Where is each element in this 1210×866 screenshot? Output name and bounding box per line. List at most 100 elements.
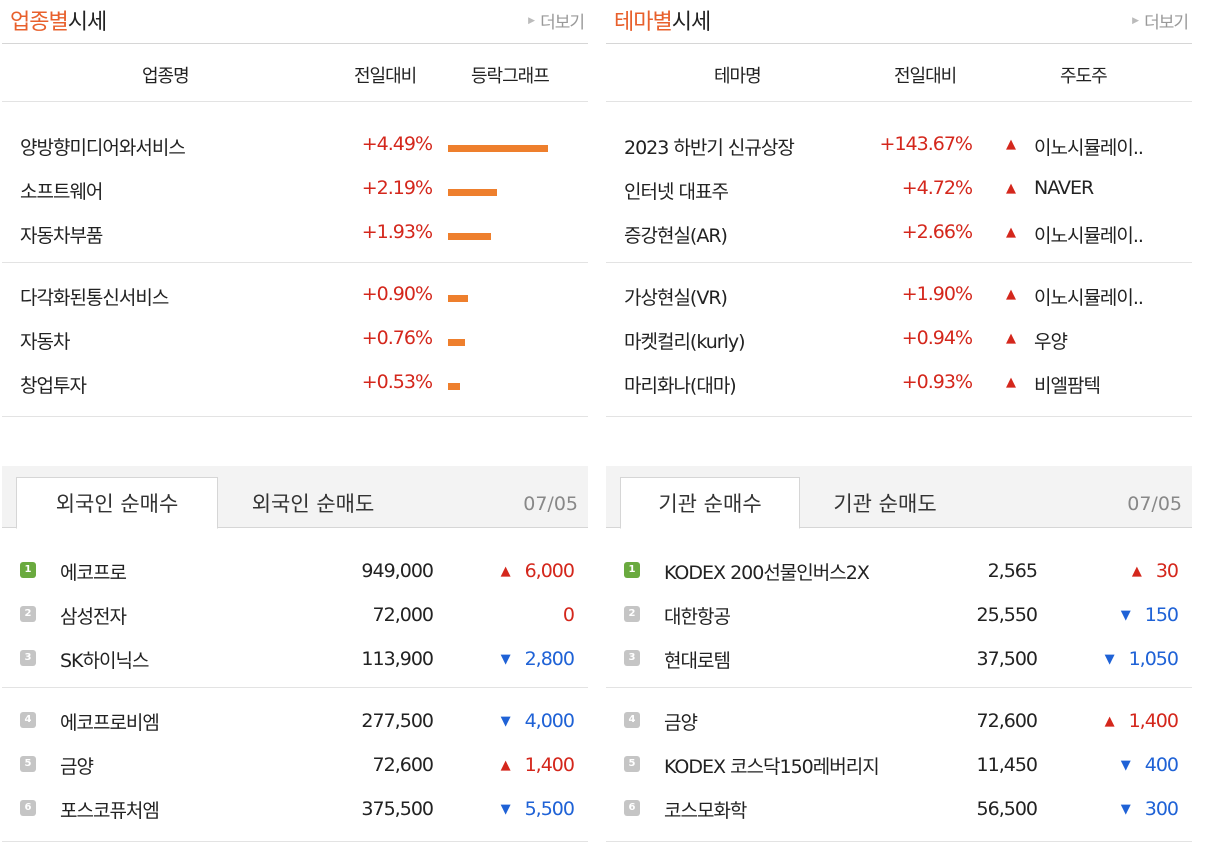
industry-name[interactable]: 자동차 [20,331,70,353]
foreign-stock-name[interactable]: 삼성전자 [60,606,127,628]
foreign-stock-name[interactable]: 에코프로비엠 [60,712,160,734]
foreign-row[interactable]: 3 SK하이닉스 113,900 ▼ 2,800 [2,636,588,680]
theme-row[interactable]: 증강현실(AR) +2.66% ▲ 이노시뮬레이.. [606,211,1192,255]
triangle-up-icon: ▲ [1006,287,1016,302]
institution-row[interactable]: 3 현대로템 37,500 ▼ 1,050 [606,636,1192,680]
institution-stock-name[interactable]: 코스모화학 [664,800,747,822]
theme-name[interactable]: 인터넷 대표주 [624,181,729,203]
industry-row[interactable]: 창업투자 +0.53% [2,361,588,405]
theme-leader[interactable]: 비엘팜텍 [1034,375,1101,397]
industry-change-bar [448,233,491,240]
foreign-change: 0 [562,604,575,626]
institution-stock-name[interactable]: 금양 [664,712,698,734]
institution-stock-name[interactable]: 대한항공 [664,606,731,628]
theme-leader[interactable]: NAVER [1034,177,1094,199]
theme-leader[interactable]: 이노시뮬레이.. [1034,137,1144,159]
tab-institution-net-sell[interactable]: 기관 순매도 [833,492,937,516]
foreign-row[interactable]: 1 에코프로 949,000 ▲ 6,000 [2,548,588,592]
industry-change-bar [448,339,465,346]
theme-leader[interactable]: 우양 [1034,331,1068,353]
industry-row[interactable]: 자동차 +0.76% [2,317,588,361]
industry-more-link[interactable]: ▶ 더보기 [528,8,585,33]
theme-row[interactable]: 마켓컬리(kurly) +0.94% ▲ 우양 [606,317,1192,361]
theme-name[interactable]: 2023 하반기 신규상장 [624,137,795,159]
industry-change: +1.93% [361,221,433,243]
theme-leader[interactable]: 이노시뮬레이.. [1034,225,1144,247]
institution-row[interactable]: 5 KODEX 코스닥150레버리지 11,450 ▼ 400 [606,742,1192,786]
theme-row[interactable]: 가상현실(VR) +1.90% ▲ 이노시뮬레이.. [606,273,1192,317]
industry-change: +0.53% [361,371,433,393]
foreign-stock-name[interactable]: 에코프로 [60,562,127,584]
rank-badge: 2 [624,606,640,622]
industry-row[interactable]: 양방향미디어와서비스 +4.49% [2,123,588,167]
institution-stock-name[interactable]: KODEX 코스닥150레버리지 [664,756,880,778]
institution-stock-name[interactable]: 현대로템 [664,650,731,672]
industry-name[interactable]: 창업투자 [20,375,87,397]
theme-title-rest: 시세 [671,10,711,35]
divider [606,416,1192,417]
rank-badge: 1 [624,562,640,578]
institution-row[interactable]: 6 코스모화학 56,500 ▼ 300 [606,786,1192,830]
institution-row[interactable]: 1 KODEX 200선물인버스2X 2,565 ▲ 30 [606,548,1192,592]
industry-title[interactable]: 업종별시세 [10,4,107,36]
industry-row[interactable]: 소프트웨어 +2.19% [2,167,588,211]
foreign-change: 2,800 [524,648,575,670]
institution-row[interactable]: 4 금양 72,600 ▲ 1,400 [606,698,1192,742]
group-divider [2,262,588,263]
theme-name[interactable]: 증강현실(AR) [624,225,728,247]
industry-name[interactable]: 자동차부품 [20,225,103,247]
rank-badge: 4 [20,712,36,728]
theme-header: 테마별시세 ▶ 더보기 [606,0,1192,44]
col-industry-graph: 등락그래프 [471,66,550,87]
industry-name[interactable]: 양방향미디어와서비스 [20,137,186,159]
institution-price: 2,565 [987,560,1038,582]
theme-leader[interactable]: 이노시뮬레이.. [1034,287,1144,309]
industry-change-bar [448,383,460,390]
col-industry-name: 업종명 [142,66,190,87]
tab-foreign-net-sell[interactable]: 외국인 순매도 [251,492,375,516]
institution-change: 30 [1155,560,1179,582]
institution-stock-name[interactable]: KODEX 200선물인버스2X [664,562,870,584]
theme-change: +1.90% [901,283,973,305]
rank-badge: 1 [20,562,36,578]
rank-badge: 2 [20,606,36,622]
theme-change: +0.93% [901,371,973,393]
theme-title[interactable]: 테마별시세 [614,4,711,36]
foreign-price: 949,000 [361,560,434,582]
foreign-row[interactable]: 2 삼성전자 72,000 0 [2,592,588,636]
theme-name[interactable]: 가상현실(VR) [624,287,728,309]
foreign-row[interactable]: 5 금양 72,600 ▲ 1,400 [2,742,588,786]
foreign-rows: 1 에코프로 949,000 ▲ 6,000 2 삼성전자 72,000 0 3 SK하이닉스 113… [2,528,588,842]
theme-name[interactable]: 마켓컬리(kurly) [624,331,746,353]
industry-row[interactable]: 다각화된통신서비스 +0.90% [2,273,588,317]
foreign-row[interactable]: 6 포스코퓨처엠 375,500 ▼ 5,500 [2,786,588,830]
industry-row[interactable]: 자동차부품 +1.93% [2,211,588,255]
foreign-price: 113,900 [361,648,434,670]
rank-badge: 5 [20,756,36,772]
tab-institution-net-buy[interactable]: 기관 순매수 [620,477,800,529]
triangle-up-icon: ▲ [1104,714,1115,729]
foreign-stock-name[interactable]: 금양 [60,756,94,778]
industry-name[interactable]: 소프트웨어 [20,181,103,203]
theme-row[interactable]: 마리화나(대마) +0.93% ▲ 비엘팜텍 [606,361,1192,405]
theme-more-link[interactable]: ▶ 더보기 [1132,8,1189,33]
foreign-stock-name[interactable]: SK하이닉스 [60,650,149,672]
theme-name[interactable]: 마리화나(대마) [624,375,737,397]
theme-rows: 2023 하반기 신규상장 +143.67% ▲ 이노시뮬레이.. 인터넷 대표주 +4.… [606,102,1192,417]
triangle-up-icon: ▲ [1006,375,1016,390]
foreign-stock-name[interactable]: 포스코퓨처엠 [60,800,160,822]
tab-foreign-net-buy[interactable]: 외국인 순매수 [16,477,218,529]
theme-row[interactable]: 인터넷 대표주 +4.72% ▲ NAVER [606,167,1192,211]
industry-change: +0.90% [361,283,433,305]
theme-change: +0.94% [901,327,973,349]
col-industry-change: 전일대비 [354,66,417,87]
foreign-row[interactable]: 4 에코프로비엠 277,500 ▼ 4,000 [2,698,588,742]
institution-row[interactable]: 2 대한항공 25,550 ▼ 150 [606,592,1192,636]
institution-panel: 기관 순매수 기관 순매도 07/05 1 KODEX 200선물인버스2X 2,5… [606,466,1192,842]
theme-change: +2.66% [901,221,973,243]
divider [606,841,1192,842]
industry-name[interactable]: 다각화된통신서비스 [20,287,169,309]
theme-row[interactable]: 2023 하반기 신규상장 +143.67% ▲ 이노시뮬레이.. [606,123,1192,167]
foreign-panel: 외국인 순매수 외국인 순매도 07/05 1 에코프로 949,000 ▲ 6,000… [2,466,588,842]
foreign-price: 277,500 [361,710,434,732]
